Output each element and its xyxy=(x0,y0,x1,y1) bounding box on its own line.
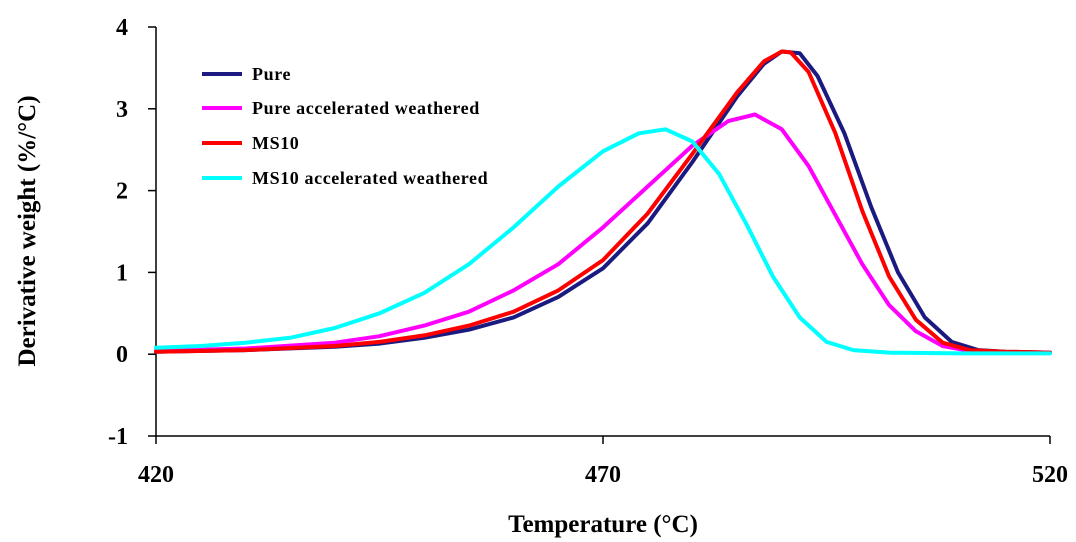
y-axis-title: Derivative weight (%/°C) xyxy=(14,95,41,366)
y-tick-label: -1 xyxy=(108,424,128,450)
y-tick-label: 1 xyxy=(116,260,128,286)
plot-area: -1 0 1 2 3 4 420 470 520 xyxy=(108,15,1068,488)
x-axis-title: Temperature (°C) xyxy=(508,511,698,538)
series-line-ms10-weathered xyxy=(154,127,1052,356)
series-lines xyxy=(154,49,1052,356)
series-line-pure xyxy=(154,49,1052,355)
y-tick-label: 0 xyxy=(116,342,128,368)
x-tick-label: 420 xyxy=(138,462,174,488)
y-tick-label: 2 xyxy=(116,179,128,205)
series-line-pure-weathered xyxy=(154,112,1052,355)
x-tick-label: 520 xyxy=(1032,462,1068,488)
y-axis-ticks: -1 0 1 2 3 4 xyxy=(108,15,156,450)
x-tick-label: 470 xyxy=(585,462,621,488)
legend-label-ms10: MS10 xyxy=(252,133,299,153)
legend-label-pure: Pure xyxy=(252,64,291,84)
y-tick-label: 4 xyxy=(116,15,128,41)
legend-label-pure-weathered: Pure accelerated weathered xyxy=(252,98,480,118)
series-line-ms10 xyxy=(154,49,1052,355)
legend: Pure Pure accelerated weathered MS10 MS1… xyxy=(202,64,488,188)
x-axis-ticks: 420 470 520 xyxy=(138,436,1068,488)
legend-label-ms10-weathered: MS10 accelerated weathered xyxy=(252,168,488,188)
y-tick-label: 3 xyxy=(116,97,128,123)
